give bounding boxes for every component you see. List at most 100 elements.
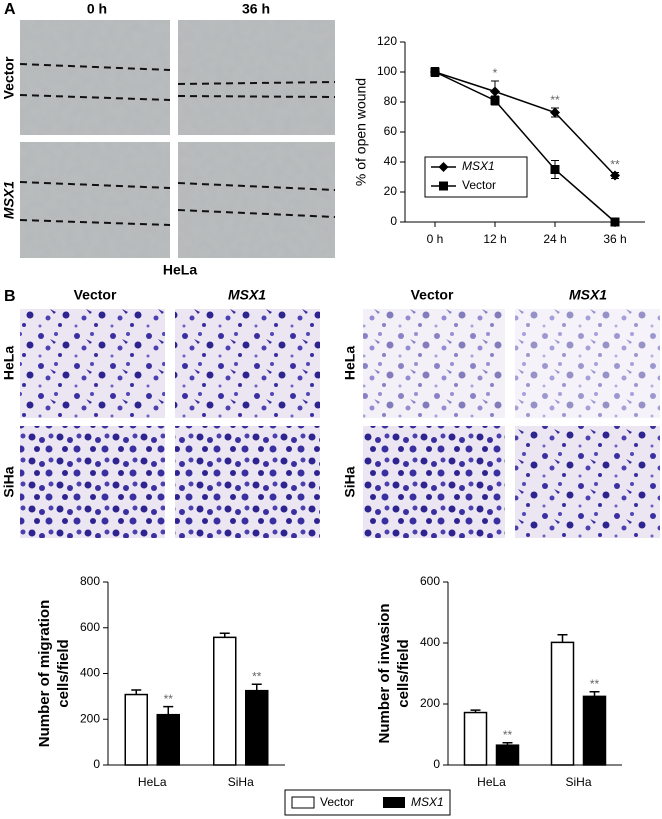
micrograph bbox=[175, 309, 320, 418]
micrograph bbox=[515, 426, 660, 538]
error-bar bbox=[251, 683, 262, 691]
x-tick-label: 24 h bbox=[543, 232, 566, 246]
marker bbox=[550, 165, 560, 174]
y-axis-label: Number of invasion bbox=[376, 603, 393, 743]
y-tick-label: 100 bbox=[377, 64, 397, 78]
bar bbox=[495, 744, 520, 766]
x-tick-label: HeLa bbox=[138, 775, 167, 789]
row-label: HeLa bbox=[1, 346, 17, 380]
panel-label: B bbox=[4, 288, 16, 305]
data-line bbox=[434, 71, 616, 223]
y-tick-label: 800 bbox=[80, 574, 100, 588]
significance: ** bbox=[590, 677, 600, 691]
data-line bbox=[434, 71, 616, 177]
column-label: 36 h bbox=[242, 1, 270, 17]
x-tick-label: HeLa bbox=[477, 775, 506, 789]
micrograph bbox=[363, 426, 505, 538]
row-label: Vector bbox=[1, 56, 17, 99]
x-tick-label: 12 h bbox=[483, 232, 506, 246]
y-tick-label: 0 bbox=[433, 757, 440, 771]
legend-label: Vector bbox=[462, 178, 496, 192]
bar bbox=[550, 641, 575, 766]
y-tick-label: 600 bbox=[80, 620, 100, 634]
wound-edges bbox=[19, 63, 336, 226]
y-tick-label: 400 bbox=[80, 666, 100, 680]
y-tick-label: 200 bbox=[80, 711, 100, 725]
y-tick-label: 400 bbox=[420, 635, 440, 649]
column-label: Vector bbox=[74, 287, 117, 303]
y-tick-label: 600 bbox=[420, 574, 440, 588]
y-tick-label: 80 bbox=[384, 94, 398, 108]
bar bbox=[245, 689, 269, 766]
significance: ** bbox=[164, 692, 174, 706]
row-label: HeLa bbox=[342, 346, 358, 380]
micrograph bbox=[20, 426, 165, 538]
bar bbox=[213, 636, 237, 766]
x-tick-label: SiHa bbox=[565, 775, 591, 789]
marker bbox=[610, 170, 620, 181]
x-tick-label: 0 h bbox=[427, 232, 444, 246]
legend-marker bbox=[438, 162, 449, 172]
error-bar bbox=[502, 741, 513, 746]
y-tick-label: 0 bbox=[93, 757, 100, 771]
error-bar bbox=[131, 689, 142, 695]
marker bbox=[610, 217, 620, 227]
y-axis-label: cells/field bbox=[55, 639, 72, 707]
column-label: 0 h bbox=[87, 1, 107, 17]
row-label: SiHa bbox=[342, 466, 358, 497]
micrograph-texture bbox=[20, 142, 170, 258]
column-label: MSX1 bbox=[569, 287, 607, 303]
bar bbox=[124, 693, 148, 766]
y-tick-label: 60 bbox=[384, 124, 398, 138]
panel-label: A bbox=[4, 1, 16, 18]
micrograph bbox=[363, 309, 505, 418]
y-tick-label: 200 bbox=[420, 696, 440, 710]
row-label: SiHa bbox=[1, 466, 17, 497]
column-label: MSX1 bbox=[228, 287, 266, 303]
y-axis-label: % of open wound bbox=[353, 78, 369, 186]
y-tick-label: 0 bbox=[390, 214, 397, 228]
x-tick-label: SiHa bbox=[228, 775, 254, 789]
y-tick-label: 20 bbox=[384, 184, 398, 198]
marker bbox=[550, 107, 560, 118]
legend-label: MSX1 bbox=[462, 159, 495, 173]
line-legend: MSX1 Vector bbox=[424, 156, 528, 198]
micrograph bbox=[20, 309, 165, 418]
y-tick-label: 40 bbox=[384, 154, 398, 168]
error-bar bbox=[557, 634, 568, 643]
cell-line-label: HeLa bbox=[163, 262, 197, 278]
error-bar bbox=[163, 705, 174, 715]
marker bbox=[430, 67, 440, 77]
micrograph-texture bbox=[20, 20, 170, 135]
error-bar bbox=[470, 709, 481, 713]
bar-legend: Vector MSX1 bbox=[284, 789, 451, 816]
micrograph-texture bbox=[178, 20, 335, 135]
significance: ** bbox=[610, 158, 620, 172]
x-tick-label: 36 h bbox=[603, 232, 626, 246]
bar bbox=[463, 711, 488, 766]
bar bbox=[582, 695, 607, 766]
legend-marker bbox=[439, 181, 448, 191]
wound-images bbox=[19, 20, 336, 258]
legend-label: MSX1 bbox=[411, 795, 444, 809]
y-axis-label: Number of migration bbox=[36, 600, 53, 748]
row-label: MSX1 bbox=[1, 181, 17, 219]
bar bbox=[156, 713, 180, 766]
micrograph-texture bbox=[178, 142, 335, 258]
micrograph bbox=[515, 309, 660, 418]
significance: ** bbox=[550, 93, 560, 107]
transwell-images bbox=[20, 309, 660, 538]
significance: * bbox=[493, 66, 498, 80]
significance: ** bbox=[503, 728, 513, 742]
y-tick-label: 120 bbox=[377, 34, 397, 48]
column-label: Vector bbox=[411, 287, 454, 303]
error-bar bbox=[219, 632, 230, 638]
error-bar bbox=[589, 691, 600, 697]
micrograph bbox=[175, 426, 320, 538]
legend-swatch bbox=[291, 796, 315, 809]
marker bbox=[490, 96, 500, 105]
significance: ** bbox=[252, 669, 262, 683]
legend-label: Vector bbox=[320, 795, 354, 809]
marker bbox=[490, 86, 500, 97]
